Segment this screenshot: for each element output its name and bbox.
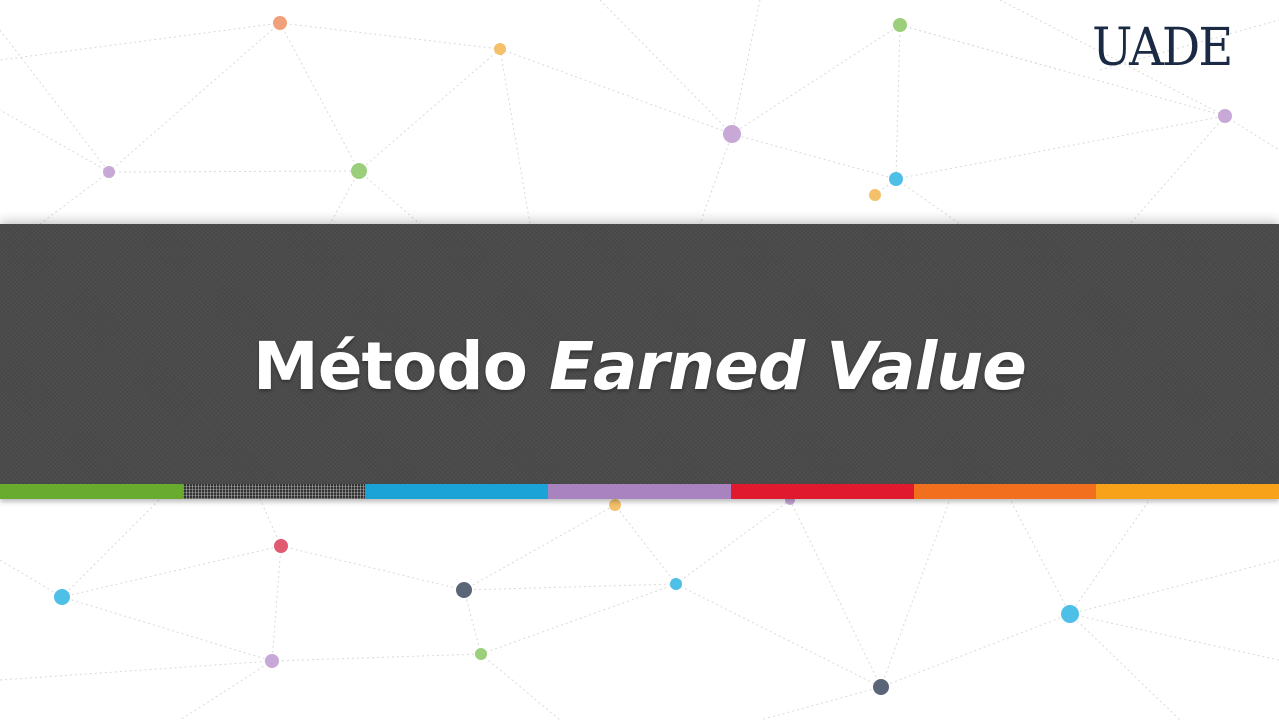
stripe-segment <box>365 484 549 499</box>
stripe-segment <box>1096 484 1279 499</box>
title-word-metodo: Método <box>253 327 528 405</box>
title-earned-value: Earned Value <box>548 327 1027 405</box>
title-band: Método Earned Value <box>0 224 1279 484</box>
color-stripe <box>0 484 1279 499</box>
uade-logo: UADE <box>1091 18 1233 78</box>
stripe-segment <box>182 484 366 499</box>
stripe-segment <box>730 484 914 499</box>
stripe-segment <box>548 484 731 499</box>
slide-title: Método Earned Value <box>253 327 1027 405</box>
stripe-segment <box>913 484 1097 499</box>
stripe-segment <box>0 484 183 499</box>
